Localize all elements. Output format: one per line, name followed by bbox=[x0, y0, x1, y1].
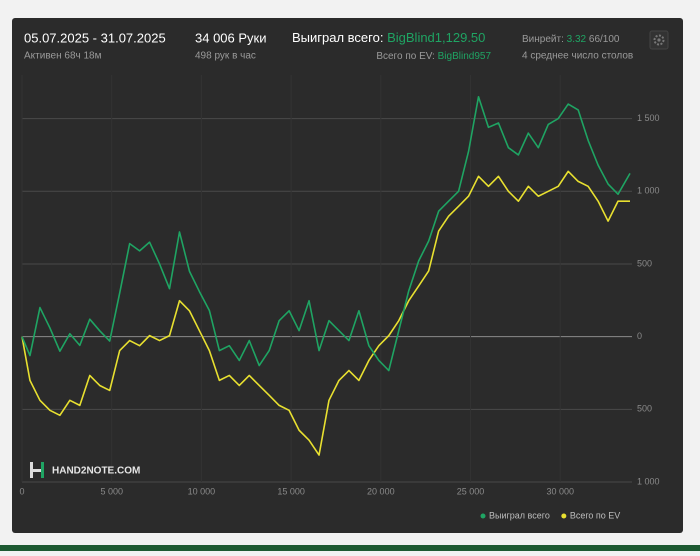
series-line bbox=[21, 170, 631, 456]
y-tick-label: 1 000 bbox=[637, 476, 660, 486]
ev-value: BigBlind957 bbox=[438, 51, 492, 62]
panel bbox=[12, 18, 683, 533]
x-tick-label: 10 000 bbox=[188, 486, 216, 496]
winrate: Винрейт: 3.32 66/100 bbox=[522, 34, 620, 45]
date-range: 05.07.2025 - 31.07.2025 bbox=[24, 30, 166, 45]
hands: 34 006 Руки bbox=[195, 30, 267, 45]
y-tick-label: 500 bbox=[637, 404, 652, 414]
winrate-ratio: 66/100 bbox=[589, 34, 620, 45]
legend-marker bbox=[480, 513, 486, 519]
series-line bbox=[21, 96, 631, 372]
ev-total: Всего по EV: BigBlind957 bbox=[376, 51, 491, 62]
y-tick-label: 1 000 bbox=[637, 186, 660, 196]
y-tick-label: 1 500 bbox=[637, 113, 660, 123]
y-tick-label: 0 bbox=[637, 331, 642, 341]
winrate-value: 3.32 bbox=[567, 34, 587, 45]
bottom-bar bbox=[0, 545, 700, 551]
winrate-label: Винрейт: bbox=[522, 34, 564, 45]
y-tick-label: 500 bbox=[637, 258, 652, 268]
watermark-logo bbox=[30, 462, 44, 478]
x-tick-label: 0 bbox=[19, 486, 24, 496]
active-time: Активен 68ч 18м bbox=[24, 51, 102, 62]
settings-button[interactable] bbox=[649, 30, 669, 50]
watermark: HAND2NOTE.COM bbox=[52, 466, 140, 477]
tables: 4 среднее число столов bbox=[522, 51, 633, 62]
x-tick-label: 15 000 bbox=[277, 486, 305, 496]
won-total: Выиграл всего: BigBlind1,129.50 bbox=[292, 30, 485, 45]
x-tick-label: 5 000 bbox=[100, 486, 123, 496]
x-tick-label: 25 000 bbox=[457, 486, 485, 496]
x-tick-label: 30 000 bbox=[546, 486, 574, 496]
hands-per-hour: 498 рук в час bbox=[195, 51, 256, 62]
legend-label: Всего по EV bbox=[570, 510, 620, 520]
x-tick-label: 20 000 bbox=[367, 486, 395, 496]
legend-label: Выиграл всего bbox=[489, 510, 550, 520]
legend-marker bbox=[561, 513, 567, 519]
won-label: Выиграл всего: bbox=[292, 30, 383, 45]
ev-label: Всего по EV: bbox=[376, 51, 435, 62]
won-value: BigBlind1,129.50 bbox=[387, 30, 485, 45]
